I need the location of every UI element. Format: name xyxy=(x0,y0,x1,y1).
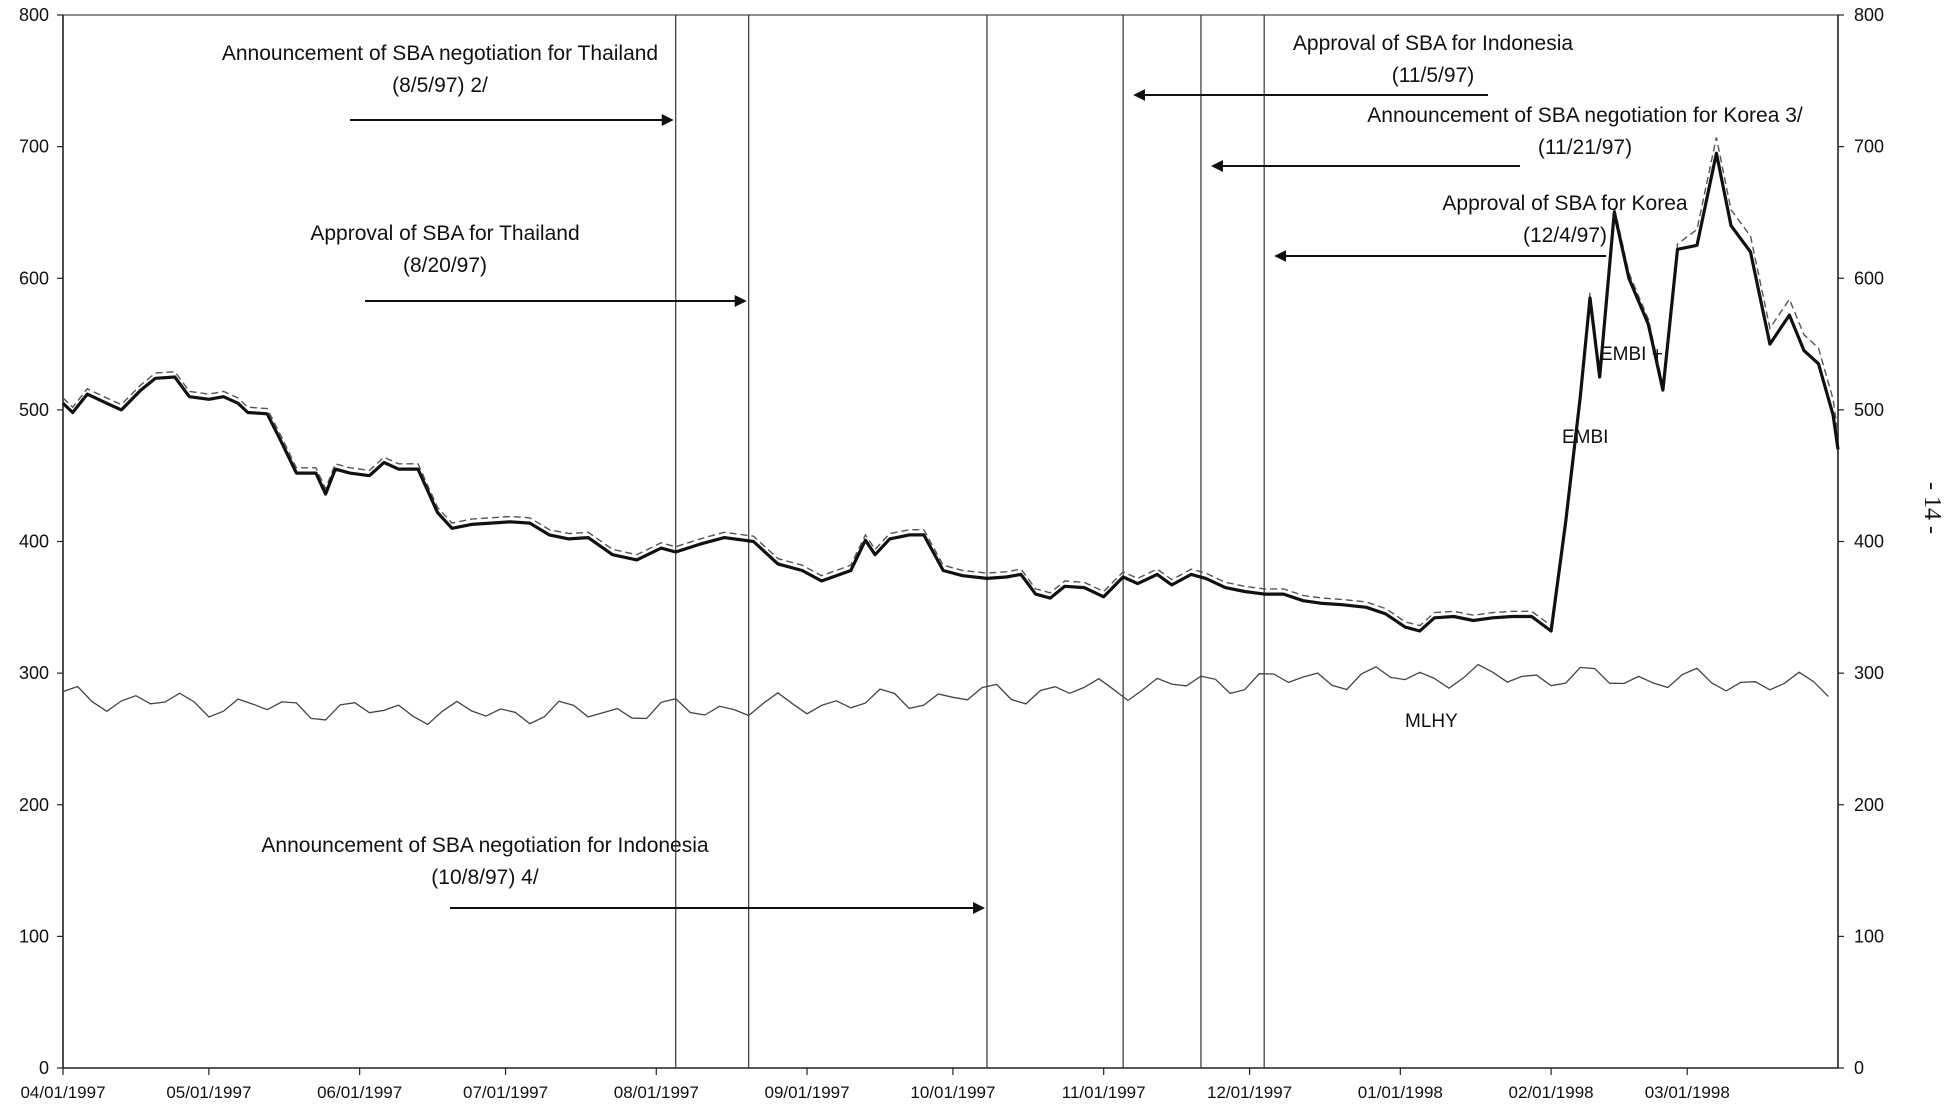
annotation-title-korea-announce: Announcement of SBA negotiation for Kore… xyxy=(1367,104,1803,127)
annotation-date-indo-approval: (11/5/97) xyxy=(1392,64,1475,87)
axes: 0 100 200 300 400 500 600 700 800 0 100 200 300 400 50… xyxy=(19,5,1884,1102)
annotations: Announcement of SBA negotiation for Thai… xyxy=(222,32,1803,914)
x-tick-label: 08/01/1997 xyxy=(614,1083,699,1101)
annotation-date-indo-announce: (10/8/97) 4/ xyxy=(431,866,539,889)
series-label-mlhy: MLHY xyxy=(1405,711,1458,732)
series-mlhy-line xyxy=(62,663,1829,726)
annotation-title-thai-announce: Announcement of SBA negotiation for Thai… xyxy=(222,42,658,65)
y-tick-label-left: 700 xyxy=(19,137,49,157)
x-tick-label: 04/01/1997 xyxy=(20,1083,105,1101)
y-tick-label-left: 400 xyxy=(19,532,49,552)
y-tick-label-right: 500 xyxy=(1854,400,1884,420)
x-tick-label: 10/01/1997 xyxy=(910,1083,995,1101)
y-tick-label-right: 800 xyxy=(1854,5,1884,25)
x-tick-label: 05/01/1997 xyxy=(166,1083,251,1101)
x-tick-label: 03/01/1998 xyxy=(1645,1083,1730,1101)
y-tick-label-right: 0 xyxy=(1854,1058,1864,1078)
annotation-date-korea-approval: (12/4/97) xyxy=(1523,224,1607,247)
series-embi-line xyxy=(61,151,1840,633)
page-number: - 14 - xyxy=(1919,482,1945,534)
y-tick-label-right: 700 xyxy=(1854,137,1884,157)
y-tick-label-right: 400 xyxy=(1854,532,1884,552)
x-tick-label: 11/01/1997 xyxy=(1062,1083,1146,1101)
annotation-date-korea-announce: (11/21/97) xyxy=(1538,136,1632,159)
annotation-date-thai-announce: (8/5/97) 2/ xyxy=(392,74,488,97)
series-labels: EMBI + EMBI MLHY - 14 - xyxy=(1405,344,1945,732)
annotation-title-korea-approval: Approval of SBA for Korea xyxy=(1442,192,1687,215)
x-tick-label: 07/01/1997 xyxy=(463,1083,548,1101)
y-tick-label-left: 300 xyxy=(19,663,49,683)
x-tick-label: 01/01/1998 xyxy=(1358,1083,1443,1101)
annotation-title-thai-approval: Approval of SBA for Thailand xyxy=(310,222,579,245)
x-tick-label: 09/01/1997 xyxy=(764,1083,849,1101)
y-tick-label-right: 100 xyxy=(1854,926,1884,946)
y-tick-label-left: 500 xyxy=(19,400,49,420)
y-tick-label-left: 600 xyxy=(19,268,49,288)
annotation-title-indo-announce: Announcement of SBA negotiation for Indo… xyxy=(261,834,708,857)
y-tick-label-left: 100 xyxy=(19,926,49,946)
y-tick-label-left: 0 xyxy=(39,1058,49,1078)
y-tick-label-right: 300 xyxy=(1854,663,1884,683)
y-tick-label-right: 200 xyxy=(1854,795,1884,815)
series-label-embi-plus: EMBI + xyxy=(1600,344,1663,365)
series-label-embi: EMBI xyxy=(1562,427,1608,448)
y-tick-label-left: 200 xyxy=(19,795,49,815)
x-tick-label: 02/01/1998 xyxy=(1509,1083,1594,1101)
x-tick-label: 12/01/1997 xyxy=(1207,1083,1292,1101)
series-layer xyxy=(61,137,1840,726)
annotation-title-indo-approval: Approval of SBA for Indonesia xyxy=(1293,32,1573,55)
y-tick-label-left: 800 xyxy=(19,5,49,25)
annotation-date-thai-approval: (8/20/97) xyxy=(403,254,487,277)
x-tick-label: 06/01/1997 xyxy=(317,1083,402,1101)
y-tick-label-right: 600 xyxy=(1854,268,1884,288)
